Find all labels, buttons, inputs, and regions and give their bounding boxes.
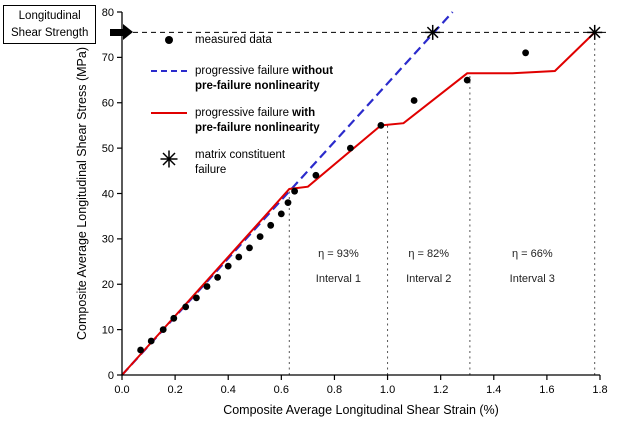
asterisk-stroke <box>426 26 439 39</box>
measured-data-point <box>284 199 292 207</box>
measured-data-point <box>147 337 155 345</box>
legend-with-prefix: progressive failure <box>195 107 293 119</box>
legend-item-matrix-failure: matrix constituent failure <box>150 148 333 178</box>
interval-eta-label: η = 82% <box>408 248 449 260</box>
y-tick-label: 20 <box>102 279 114 291</box>
interval-eta-label: η = 66% <box>512 248 553 260</box>
measured-data-point <box>347 144 354 152</box>
legend-with-bold: with <box>292 107 316 119</box>
x-tick-label: 1.2 <box>433 384 448 396</box>
legend-with-bold2: pre-failure nonlinearity <box>195 122 320 134</box>
legend-label-matrix: matrix constituent failure <box>195 148 285 178</box>
legend-without-bold2: pre-failure nonlinearity <box>195 80 320 92</box>
measured-data-point <box>377 122 385 129</box>
measured-data-point <box>214 274 222 281</box>
legend-label-measured: measured data <box>195 34 272 46</box>
matrix-failure-marker <box>587 24 603 40</box>
x-tick-label: 0.4 <box>221 384 236 396</box>
measured-data-point <box>522 49 529 57</box>
measured-data-point <box>246 244 253 252</box>
y-tick-label: 80 <box>102 7 114 19</box>
legend: measured data progressive failure withou… <box>150 33 333 190</box>
x-tick-label: 1.6 <box>539 384 554 396</box>
measured-data-point <box>267 221 275 229</box>
x-tick-label: 0.6 <box>274 384 289 396</box>
shear-strength-label-line2: Shear Strength <box>11 26 89 39</box>
y-tick-label: 30 <box>102 234 114 246</box>
measured-data-point <box>463 76 471 84</box>
series-without-nonlinearity-line <box>121 11 454 376</box>
x-tick-label: 1.4 <box>486 384 501 396</box>
measured-data-dot-icon <box>165 36 173 44</box>
arrow-shaft <box>110 28 123 36</box>
legend-label-without: progressive failure without pre-failure … <box>195 64 333 94</box>
measured-data-point <box>410 97 418 104</box>
dashed-line-sample-icon <box>151 70 187 72</box>
legend-without-prefix: progressive failure <box>195 65 293 77</box>
interval-name-label: Interval 3 <box>510 273 555 285</box>
measured-data-point <box>170 314 178 322</box>
legend-matrix-line1: matrix constituent <box>195 149 286 161</box>
x-tick-label: 0.2 <box>167 384 182 396</box>
y-tick-label: 40 <box>102 188 114 200</box>
y-tick-label: 70 <box>102 52 114 64</box>
y-tick-label: 50 <box>102 143 114 155</box>
legend-item-with-nonlinearity: progressive failure with pre-failure non… <box>150 106 333 136</box>
legend-symbol-cell <box>150 106 188 114</box>
measured-data-point <box>137 346 145 354</box>
legend-without-bold: without <box>292 65 334 77</box>
legend-item-measured-data: measured data <box>150 33 333 48</box>
y-axis-title: Composite Average Longitudinal Shear Str… <box>75 47 89 340</box>
x-axis-title: Composite Average Longitudinal Shear Str… <box>223 403 499 417</box>
interval-eta-label: η = 93% <box>318 248 359 260</box>
measured-data-point <box>291 187 298 195</box>
y-tick-label: 0 <box>108 370 114 382</box>
measured-data-point <box>224 262 232 270</box>
interval-name-label: Interval 2 <box>406 273 451 285</box>
measured-data-point <box>235 253 243 261</box>
measured-data-point <box>256 233 264 241</box>
matrix-failure-asterisk-icon <box>160 150 178 168</box>
y-tick-label: 60 <box>102 98 114 110</box>
measured-data-point <box>182 303 190 311</box>
legend-item-without-nonlinearity: progressive failure without pre-failure … <box>150 64 333 94</box>
legend-symbol-cell <box>150 33 188 44</box>
shear-strength-arrow-icon <box>110 24 134 40</box>
legend-label-with: progressive failure with pre-failure non… <box>195 106 320 136</box>
x-tick-label: 1.0 <box>380 384 395 396</box>
x-tick-label: 0.0 <box>114 384 129 396</box>
measured-data-point <box>159 326 167 333</box>
solid-line-sample-icon <box>151 112 187 114</box>
shear-strength-label-line1: Longitudinal <box>18 10 81 22</box>
legend-symbol-cell <box>150 64 188 72</box>
measured-data-point <box>193 294 200 302</box>
x-tick-label: 1.8 <box>592 384 607 396</box>
measured-data-point <box>277 210 285 218</box>
asterisk-stroke <box>588 26 601 39</box>
shear-strength-label: Longitudinal Shear Strength <box>3 5 97 45</box>
measured-data-point <box>312 171 320 179</box>
legend-matrix-line2: failure <box>195 164 227 176</box>
measured-data-point <box>203 283 211 290</box>
x-tick-label: 0.8 <box>327 384 342 396</box>
matrix-failure-marker <box>425 24 441 40</box>
legend-symbol-cell <box>150 148 188 169</box>
y-tick-label: 10 <box>102 324 114 336</box>
arrow-head <box>123 24 133 40</box>
interval-name-label: Interval 1 <box>316 273 361 285</box>
